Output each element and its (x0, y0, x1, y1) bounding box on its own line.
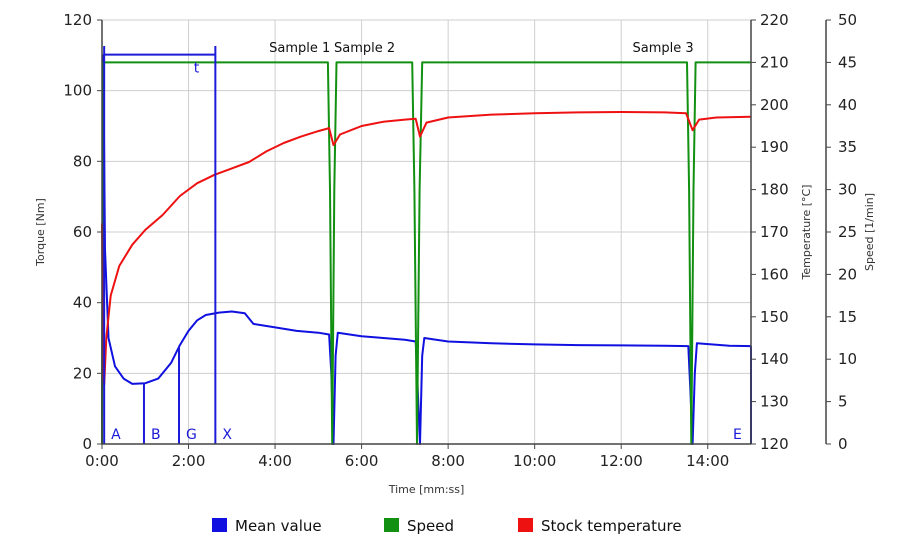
annotation-sample-1: Sample 1 (269, 41, 330, 56)
left-tick-label: 60 (73, 223, 92, 241)
legend-label: Stock temperature (541, 517, 682, 535)
speed-tick-label: 5 (838, 393, 848, 411)
speed-tick-label: 10 (838, 350, 857, 368)
marker-layer: A B G X Et (103, 46, 752, 444)
temp-tick-label: 160 (760, 265, 789, 283)
left-tick-label: 40 (73, 294, 92, 312)
legend: Mean value Speed Stock temperature (212, 517, 682, 535)
interval-label: t (194, 61, 200, 77)
temp-tick-label: 150 (760, 308, 789, 326)
legend-label: Mean value (235, 517, 322, 535)
grid (101, 19, 751, 445)
speed-tick-label: 40 (838, 96, 857, 114)
x-axis-title: Time [mm:ss] (388, 483, 465, 496)
series-line-stock-temperature (101, 111, 752, 386)
temp-tick-label: 180 (760, 181, 789, 199)
left-tick-label: 120 (63, 11, 92, 29)
left-tick-label: 100 (63, 82, 92, 100)
marker-label-X: X (222, 427, 232, 443)
speed-axis-title: Speed [1/min] (863, 193, 876, 271)
x-tick-label: 8:00 (431, 452, 465, 470)
temp-tick-label: 200 (760, 96, 789, 114)
series-line-speed (101, 61, 751, 445)
speed-tick-label: 25 (838, 223, 857, 241)
speed-tick-label: 15 (838, 308, 857, 326)
temp-tick-label: 120 (760, 435, 789, 453)
speed-tick-label: 0 (838, 435, 848, 453)
x-tick-label: 12:00 (600, 452, 643, 470)
x-tick-label: 14:00 (686, 452, 729, 470)
x-tick-label: 4:00 (258, 452, 292, 470)
x-tick-label: 10:00 (513, 452, 556, 470)
marker-label-A: A (111, 427, 121, 443)
temp-tick-label: 210 (760, 53, 789, 71)
temp-tick-label: 140 (760, 350, 789, 368)
temp-tick-label: 190 (760, 138, 789, 156)
left-tick-label: 20 (73, 364, 92, 382)
temp-tick-label: 130 (760, 393, 789, 411)
marker-label-G: G (186, 427, 197, 443)
legend-swatch (384, 518, 399, 532)
temp-tick-label: 170 (760, 223, 789, 241)
speed-tick-label: 50 (838, 11, 857, 29)
series-layer (101, 54, 752, 445)
legend-swatch (518, 518, 533, 532)
marker-label-B: B (151, 427, 161, 443)
annotation-sample-2: Sample 2 (334, 41, 395, 56)
axes-layer (97, 19, 831, 449)
speed-tick-label: 20 (838, 265, 857, 283)
left-tick-label: 80 (73, 152, 92, 170)
text-layer: 0204060801001201201301401501601701801902… (34, 11, 876, 496)
annotation-sample-3: Sample 3 (633, 41, 694, 56)
left-tick-label: 0 (82, 435, 92, 453)
x-tick-label: 0:00 (85, 452, 119, 470)
marker-label-E: E (733, 427, 742, 443)
left-axis-title: Torque [Nm] (34, 198, 47, 267)
legend-label: Speed (407, 517, 454, 535)
temp-axis-title: Temperature [°C] (800, 185, 813, 281)
speed-tick-label: 30 (838, 181, 857, 199)
speed-tick-label: 35 (838, 138, 857, 156)
series-line-mean-value (101, 54, 752, 445)
legend-swatch (212, 518, 227, 532)
x-tick-label: 2:00 (172, 452, 206, 470)
temp-tick-label: 220 (760, 11, 789, 29)
speed-tick-label: 45 (838, 53, 857, 71)
x-tick-label: 6:00 (345, 452, 379, 470)
